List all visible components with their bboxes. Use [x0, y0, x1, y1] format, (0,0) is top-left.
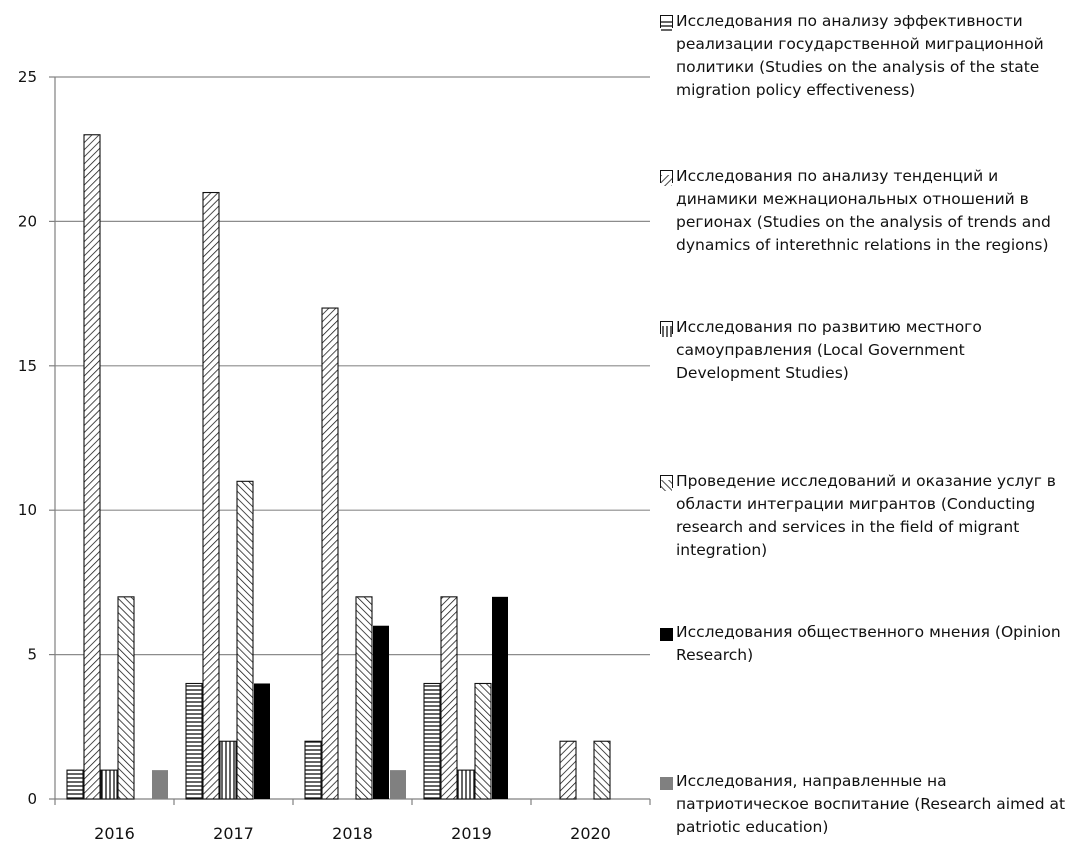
legend-label: Исследования по анализу эффективности ре…	[676, 12, 1044, 99]
bar-2016-series-2	[83, 134, 101, 800]
legend-swatch	[660, 775, 673, 790]
y-tick-label: 25	[18, 68, 37, 86]
bar-2019-series-5	[492, 596, 508, 799]
x-tick-label: 2019	[451, 824, 492, 841]
x-tick-label: 2020	[570, 824, 611, 841]
bar-2016-series-6	[152, 770, 168, 799]
legend-swatch	[660, 170, 673, 186]
legend-swatch	[660, 475, 673, 491]
legend-swatch	[660, 321, 673, 337]
legend-swatch	[660, 15, 673, 31]
legend-label: Исследования по развитию местного самоуп…	[676, 318, 982, 382]
y-tick-label: 20	[18, 212, 37, 230]
bar-2019-series-3	[457, 769, 475, 800]
bar-2019-series-4	[474, 682, 492, 800]
axes	[49, 76, 651, 805]
bars	[66, 134, 611, 800]
legend: Исследования по анализу эффективности ре…	[660, 10, 1085, 840]
legend-swatch	[660, 626, 673, 641]
legend-item: Исследования, направленные на патриотиче…	[660, 770, 1085, 839]
bar-2016-series-1	[66, 769, 84, 800]
bar-2019-series-1	[423, 682, 441, 800]
legend-item: Исследования общественного мнения (Opini…	[660, 621, 1085, 667]
bar-2019-series-2	[440, 596, 458, 800]
legend-item: Проведение исследований и оказание услуг…	[660, 470, 1085, 562]
legend-item: Исследования по анализу эффективности ре…	[660, 10, 1085, 102]
x-tick-label: 2018	[332, 824, 373, 841]
bar-2016-series-3	[100, 769, 118, 800]
y-tick-label: 0	[27, 790, 37, 808]
legend-item: Исследования по развитию местного самоуп…	[660, 316, 1085, 385]
bar-2018-series-6	[390, 770, 406, 799]
gridlines	[55, 76, 650, 656]
legend-label: Исследования по анализу тенденций и дина…	[676, 167, 1051, 254]
legend-label: Исследования, направленные на патриотиче…	[676, 772, 1066, 836]
bar-2018-series-5	[373, 625, 389, 799]
bar-2017-series-3	[219, 740, 237, 800]
x-tick-label: 2017	[213, 824, 254, 841]
bar-2020-series-4	[593, 740, 611, 800]
bar-2018-series-1	[304, 740, 322, 800]
bar-2016-series-4	[117, 596, 135, 800]
legend-item: Исследования по анализу тенденций и дина…	[660, 165, 1085, 257]
bar-2017-series-2	[202, 191, 220, 800]
x-tick-label: 2016	[94, 824, 135, 841]
y-tick-label: 15	[18, 357, 37, 375]
bar-2017-series-5	[254, 683, 270, 799]
y-tick-label: 10	[18, 501, 37, 519]
y-tick-label: 5	[27, 646, 37, 664]
bar-2017-series-4	[236, 480, 254, 800]
legend-label: Исследования общественного мнения (Opini…	[676, 623, 1061, 664]
legend-label: Проведение исследований и оказание услуг…	[676, 472, 1056, 559]
bar-2018-series-2	[321, 307, 339, 800]
tick-labels: 0 5 10 15 20 25 2016 2017 2018 2019 2020	[18, 68, 611, 841]
bar-2018-series-4	[355, 596, 373, 800]
bar-2020-series-2	[559, 740, 577, 800]
bar-2017-series-1	[185, 682, 203, 800]
